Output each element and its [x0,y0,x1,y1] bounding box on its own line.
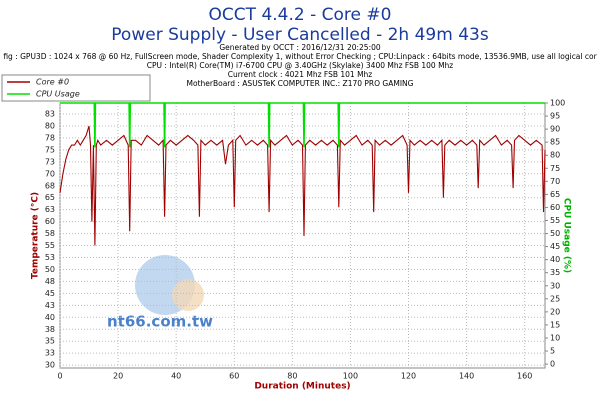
info-line: CPU : Intel(R) Core(TM) i7-6700 CPU @ 3.… [147,61,454,70]
info-line: Generated by OCCT : 2016/12/31 20:25:00 [219,43,381,52]
x-tick-label: 140 [459,372,474,381]
series-line [59,125,546,246]
y-axis-label: Temperature (°C) [31,192,41,279]
logo-face [172,279,204,311]
y-tick-label: 53 [45,253,55,262]
y2-tick-label: 85 [550,138,560,147]
y-tick-label: 80 [45,121,55,130]
y2-tick-label: 30 [550,281,560,290]
y2-tick-label: 20 [550,307,560,316]
y2-axis-label: CPU Usage (%) [562,198,572,273]
y2-tick-label: 70 [550,177,560,186]
info-line: fig : GPU3D : 1024 x 768 @ 60 Hz, FullSc… [3,52,597,61]
x-tick-label: 80 [287,372,297,381]
watermark: nt66.com.tw [107,313,213,331]
y-tick-label: 35 [45,337,55,346]
y2-tick-label: 45 [550,242,560,251]
legend-label: Core #0 [36,78,69,87]
y-tick-label: 30 [45,361,55,370]
y-tick-label: 33 [45,349,55,358]
y-tick-label: 43 [45,301,55,310]
y2-tick-label: 10 [550,333,560,342]
y-tick-label: 65 [45,193,55,202]
x-tick-label: 40 [171,372,181,381]
y-tick-label: 68 [45,181,55,190]
x-tick-label: 100 [343,372,358,381]
y2-tick-label: 75 [550,164,560,173]
x-tick-label: 0 [57,372,62,381]
y2-tick-label: 60 [550,203,560,212]
y-tick-label: 75 [45,145,55,154]
legend: Core #0 CPU Usage [1,74,151,102]
y2-tick-label: 90 [550,125,560,134]
legend-box [1,74,151,102]
x-tick-label: 120 [401,372,416,381]
y-tick-label: 50 [45,265,55,274]
y-tick-label: 48 [45,277,55,286]
x-tick-label: 160 [517,372,532,381]
y-tick-label: 60 [45,217,55,226]
y2-tick-label: 5 [550,347,555,356]
x-tick-label: 20 [113,372,123,381]
chart-subtitle: Power Supply - User Cancelled - 2h 49m 4… [111,25,489,45]
y-tick-label: 73 [45,157,55,166]
y2-tick-label: 40 [550,255,560,264]
x-axis-label: Duration (Minutes) [254,382,350,392]
info-line: MotherBoard : ASUSTeK COMPUTER INC.: Z17… [187,79,414,88]
y2-tick-label: 95 [550,112,560,121]
y2-tick-label: 35 [550,268,560,277]
series-line [60,102,545,148]
y-tick-label: 83 [45,110,55,119]
y-tick-label: 78 [45,133,55,142]
info-line: Current clock : 4021 Mhz FSB 101 Mhz [228,70,373,79]
chart-title: OCCT 4.4.2 - Core #0 [209,5,392,25]
y2-tick-label: 80 [550,151,560,160]
y2-tick-label: 50 [550,229,560,238]
x-tick-label: 60 [229,372,239,381]
y-tick-label: 58 [45,229,55,238]
y-tick-label: 70 [45,169,55,178]
legend-label: CPU Usage [36,90,80,99]
y2-tick-label: 15 [550,320,560,329]
y2-tick-label: 55 [550,216,560,225]
y-tick-label: 40 [45,313,55,322]
y2-tick-label: 65 [550,190,560,199]
y-tick-label: 63 [45,205,55,214]
y-tick-label: 38 [45,325,55,334]
y-tick-label: 45 [45,289,55,298]
y2-tick-label: 0 [550,360,555,369]
y2-tick-label: 25 [550,294,560,303]
y-tick-label: 55 [45,241,55,250]
y2-tick-label: 100 [550,99,565,108]
